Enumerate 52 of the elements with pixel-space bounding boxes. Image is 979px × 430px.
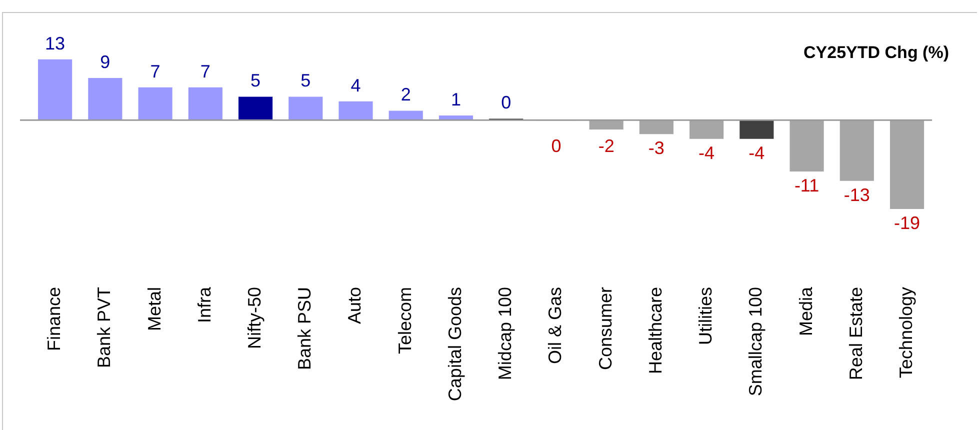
bar xyxy=(88,78,122,120)
data-label: 7 xyxy=(200,61,210,82)
data-label: 4 xyxy=(350,75,361,96)
data-label: 9 xyxy=(100,52,110,72)
bar xyxy=(890,120,924,209)
data-label: 0 xyxy=(551,136,562,156)
data-label: -19 xyxy=(894,212,920,233)
data-label: 7 xyxy=(150,61,160,82)
bar xyxy=(740,120,774,139)
x-tick-label: Real Estate xyxy=(846,287,866,380)
bar xyxy=(38,59,72,120)
bar xyxy=(790,120,824,172)
bar xyxy=(690,120,724,139)
data-label: 2 xyxy=(400,84,411,105)
data-label: -13 xyxy=(844,184,870,205)
x-tick-label: Finance xyxy=(44,287,64,352)
x-tick-label: Telecom xyxy=(394,287,415,354)
chart-title: CY25YTD Chg (%) xyxy=(804,43,949,62)
bar xyxy=(338,101,373,120)
data-label: 5 xyxy=(250,70,261,91)
bar xyxy=(138,87,172,120)
x-tick-label: Technology xyxy=(896,287,916,378)
x-tick-label: Metal xyxy=(144,287,164,332)
data-label: 0 xyxy=(501,92,512,113)
x-tick-label: Healthcare xyxy=(645,287,666,374)
bar xyxy=(238,96,273,120)
x-tick-label: Media xyxy=(796,286,816,336)
data-label: 13 xyxy=(45,33,66,54)
data-label: -3 xyxy=(648,138,664,158)
x-tick-label: Utilities xyxy=(696,287,716,346)
bar xyxy=(589,120,624,130)
x-tick-label: Consumer xyxy=(595,286,616,370)
x-tick-label: Capital Goods xyxy=(444,287,465,402)
data-label: -2 xyxy=(598,136,614,156)
x-tick-label: Bank PVT xyxy=(94,287,114,368)
x-tick-label: Auto xyxy=(344,287,365,324)
data-label: -11 xyxy=(794,176,820,196)
x-tick-label: Nifty-50 xyxy=(244,287,264,350)
data-label: 5 xyxy=(300,70,311,91)
bar xyxy=(288,96,323,120)
bar xyxy=(840,120,874,181)
data-label: 1 xyxy=(450,89,461,110)
x-tick-label: Midcap 100 xyxy=(495,287,516,380)
bar xyxy=(639,120,674,134)
data-label: -4 xyxy=(748,142,765,163)
x-tick-label: Infra xyxy=(194,286,214,324)
data-label: -4 xyxy=(698,142,715,163)
x-tick-label: Smallcap 100 xyxy=(746,287,766,396)
x-tick-label: Oil & Gas xyxy=(545,287,566,364)
bar xyxy=(188,87,222,120)
bar xyxy=(388,110,423,120)
x-tick-label: Bank PSU xyxy=(294,287,315,370)
